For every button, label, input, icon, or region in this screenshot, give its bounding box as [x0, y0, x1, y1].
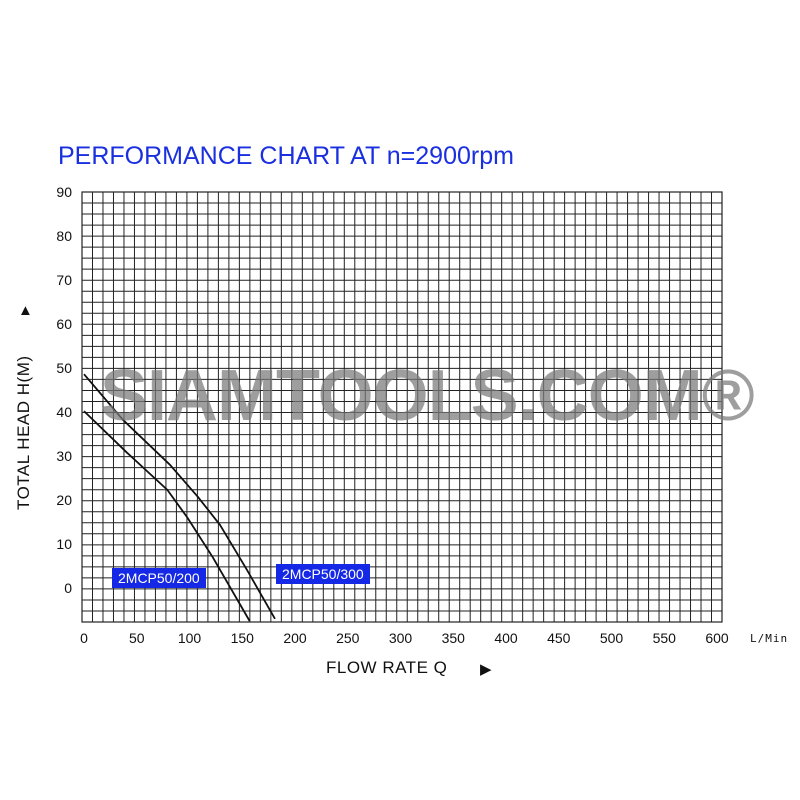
x-tick-label: 450 — [547, 630, 571, 646]
watermark: SIAMTOOLS.COM® — [100, 356, 755, 436]
x-axis-label: FLOW RATE Q — [326, 658, 448, 677]
y-tick-label: 10 — [56, 536, 72, 552]
y-tick-label: 30 — [56, 448, 72, 464]
x-tick-label: 0 — [80, 630, 88, 646]
y-tick-label: 60 — [56, 316, 72, 332]
y-tick-label: 90 — [56, 184, 72, 200]
y-tick-label: 40 — [56, 404, 72, 420]
x-tick-label: 500 — [600, 630, 624, 646]
x-tick-label: 250 — [336, 630, 360, 646]
series-label-2mcp50-300: 2MCP50/300 — [276, 564, 370, 584]
x-tick-label: 300 — [389, 630, 413, 646]
x-unit-label: L/Min — [750, 632, 789, 645]
y-tick-label: 80 — [56, 228, 72, 244]
chart-title: PERFORMANCE CHART AT n=2900rpm — [58, 142, 514, 170]
x-tick-label: 100 — [178, 630, 202, 646]
plot-border — [81, 191, 723, 623]
y-tick-label: 20 — [56, 492, 72, 508]
series-line-2mcp50-300 — [83, 373, 276, 620]
y-arrow-icon: ▲ — [18, 302, 33, 319]
y-tick-label: 0 — [64, 580, 72, 596]
y-axis-label: TOTAL HEAD H(M) — [14, 355, 33, 510]
x-tick-label: 50 — [129, 630, 145, 646]
x-tick-label: 600 — [705, 630, 729, 646]
x-tick-label: 150 — [231, 630, 255, 646]
x-arrow-icon: ▶ — [480, 661, 492, 678]
x-tick-label: 550 — [653, 630, 677, 646]
x-tick-label: 350 — [442, 630, 466, 646]
x-tick-label: 200 — [283, 630, 307, 646]
x-tick-label: 400 — [494, 630, 518, 646]
series-line-2mcp50-200 — [83, 410, 251, 622]
y-tick-label: 50 — [56, 360, 72, 376]
y-tick-label: 70 — [56, 272, 72, 288]
series-label-2mcp50-200: 2MCP50/200 — [112, 568, 206, 588]
